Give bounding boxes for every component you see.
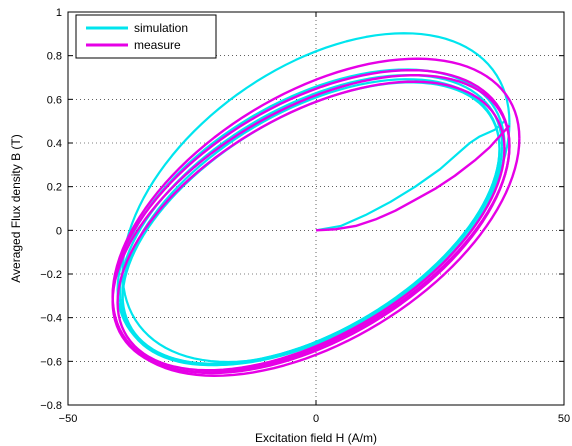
tick-layer: −50 0 50 −0.8 −0.6 −0.4 −0.2 0 0.2 0.4 0.6 0.8 1 (40, 7, 570, 425)
y-tick-label: 1 (56, 7, 62, 19)
y-tick-label: 0.2 (47, 182, 62, 194)
y-tick-label: 0.6 (47, 94, 62, 106)
x-tick-label: −50 (59, 413, 78, 425)
y-tick-label: −0.6 (40, 356, 62, 368)
y-axis-label: Averaged Flux density B (T) (9, 134, 23, 283)
series-initial-curve-simulation (315, 120, 506, 232)
legend: simulation measure (75, 14, 217, 59)
y-tick-label: 0.4 (47, 138, 62, 150)
legend-label-simulation: simulation (134, 21, 188, 35)
series-initial-curve-measure (315, 124, 511, 232)
y-tick-label: 0.8 (47, 51, 62, 63)
plot-area (67, 11, 565, 406)
legend-label-measure: measure (134, 38, 181, 52)
y-tick-label: −0.2 (40, 269, 62, 281)
series-line-measure (116, 80, 506, 372)
legend-box (75, 14, 217, 59)
x-tick-label: 0 (313, 413, 319, 425)
x-tick-label: 50 (558, 413, 570, 425)
series-layer (111, 32, 521, 377)
series-line-measure (111, 74, 511, 374)
y-tick-label: −0.8 (40, 400, 62, 412)
y-tick-label: 0 (56, 225, 62, 237)
series-measure (111, 57, 521, 377)
y-tick-label: −0.4 (40, 313, 62, 325)
x-axis-label: Excitation field H (A/m) (255, 431, 377, 445)
grid-lines (68, 12, 564, 405)
